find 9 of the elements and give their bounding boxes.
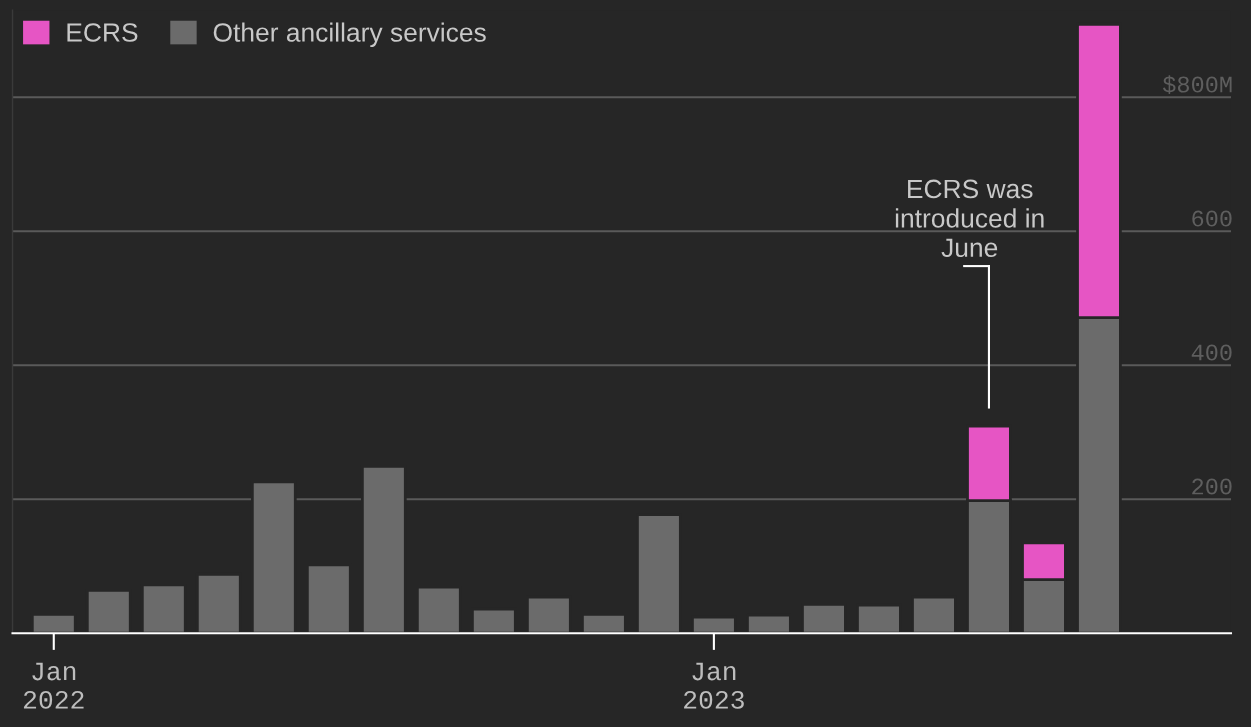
- legend-label: ECRS: [67, 23, 138, 42]
- y-tick-label: 200: [1192, 478, 1232, 495]
- y-tick-label: 400: [1191, 344, 1232, 361]
- x-tick-label: Jan 2022: [23, 662, 84, 709]
- x-tick-label: Jan 2023: [684, 662, 744, 709]
- y-tick-label: $800M: [1162, 75, 1232, 94]
- legend-label: Other ancillary services: [213, 22, 486, 48]
- annotation: ECRS was introduced in June: [895, 179, 1044, 258]
- y-tick-label: 600: [1192, 210, 1232, 227]
